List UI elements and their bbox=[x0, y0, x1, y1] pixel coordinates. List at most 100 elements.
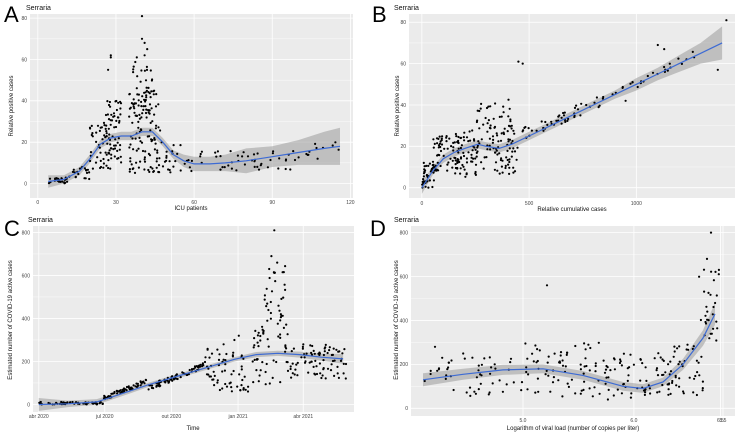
data-point bbox=[110, 392, 113, 395]
data-point bbox=[152, 170, 155, 173]
data-point bbox=[109, 143, 112, 146]
data-point bbox=[186, 373, 189, 376]
data-point bbox=[219, 155, 222, 158]
data-point bbox=[266, 338, 269, 341]
data-point bbox=[269, 311, 272, 315]
data-point bbox=[454, 163, 457, 166]
panel-d-xtick: 5.0 bbox=[520, 418, 527, 424]
data-point bbox=[472, 157, 475, 160]
data-point bbox=[107, 103, 111, 107]
data-point bbox=[512, 381, 515, 384]
data-point bbox=[329, 369, 333, 372]
data-point bbox=[477, 140, 480, 143]
data-point bbox=[133, 107, 136, 110]
data-point bbox=[656, 374, 660, 377]
panel-d-y-axis-label: Estimated number of COVID-19 active case… bbox=[394, 260, 400, 379]
data-point bbox=[536, 377, 540, 380]
data-point bbox=[192, 367, 195, 370]
data-point bbox=[277, 335, 280, 338]
panel-c-title: Serraria bbox=[28, 217, 53, 224]
data-point bbox=[432, 146, 435, 149]
data-point bbox=[673, 350, 676, 353]
data-point bbox=[445, 140, 448, 143]
data-point bbox=[77, 172, 80, 176]
data-point bbox=[257, 380, 260, 383]
data-point bbox=[131, 121, 134, 124]
data-point bbox=[489, 148, 492, 151]
data-point bbox=[455, 135, 458, 138]
data-point bbox=[330, 363, 333, 366]
data-point bbox=[141, 112, 144, 115]
data-point bbox=[166, 379, 169, 382]
data-point bbox=[605, 376, 608, 379]
data-point bbox=[153, 138, 156, 141]
data-point bbox=[324, 377, 327, 380]
data-point bbox=[261, 361, 264, 364]
data-point bbox=[509, 120, 512, 123]
data-point bbox=[179, 169, 182, 172]
data-point bbox=[714, 301, 717, 305]
panel-d-ytick: 0 bbox=[405, 406, 408, 412]
data-point bbox=[310, 351, 313, 354]
data-point bbox=[336, 372, 339, 375]
data-point bbox=[644, 366, 647, 369]
data-point bbox=[561, 359, 564, 362]
data-point bbox=[432, 179, 435, 182]
data-point bbox=[441, 356, 444, 359]
data-point bbox=[336, 365, 339, 368]
data-point bbox=[432, 171, 435, 174]
data-point bbox=[343, 348, 346, 351]
data-point bbox=[159, 129, 162, 132]
panel-a-title: Serraria bbox=[26, 5, 51, 12]
data-point bbox=[619, 358, 622, 361]
data-point bbox=[119, 113, 122, 116]
data-point bbox=[321, 374, 324, 377]
data-point bbox=[447, 361, 450, 364]
data-point bbox=[108, 149, 111, 152]
data-point bbox=[72, 168, 75, 171]
data-point bbox=[632, 363, 636, 366]
data-point bbox=[140, 128, 143, 132]
data-point bbox=[545, 369, 548, 372]
data-point bbox=[155, 93, 158, 96]
data-point bbox=[341, 352, 344, 355]
data-point bbox=[259, 164, 262, 167]
data-point bbox=[701, 389, 704, 392]
panel-b-plot-area bbox=[409, 14, 735, 198]
data-point bbox=[102, 162, 105, 165]
data-point bbox=[502, 132, 506, 136]
data-point bbox=[151, 78, 154, 81]
data-point bbox=[259, 334, 262, 338]
data-point bbox=[423, 379, 426, 383]
data-point bbox=[148, 170, 151, 173]
data-point bbox=[506, 149, 509, 152]
data-point bbox=[59, 180, 62, 183]
data-point bbox=[604, 382, 607, 385]
data-point bbox=[527, 127, 530, 130]
panel-d-letter: D bbox=[370, 216, 386, 241]
data-point bbox=[667, 388, 670, 391]
data-point bbox=[284, 288, 287, 291]
data-point bbox=[141, 95, 144, 98]
data-point bbox=[715, 294, 718, 297]
data-point bbox=[627, 374, 630, 377]
panel-c-ytick: 200 bbox=[22, 359, 31, 365]
data-point bbox=[540, 120, 543, 123]
data-point bbox=[677, 363, 680, 366]
data-point bbox=[471, 129, 474, 132]
data-point bbox=[693, 377, 696, 380]
data-point bbox=[431, 185, 434, 189]
data-point bbox=[71, 400, 74, 404]
data-point bbox=[284, 167, 287, 171]
data-point bbox=[112, 112, 116, 115]
data-point bbox=[672, 355, 675, 358]
data-point bbox=[280, 314, 283, 317]
data-point bbox=[176, 152, 179, 155]
data-point bbox=[140, 37, 144, 40]
data-point bbox=[289, 365, 292, 368]
data-point bbox=[538, 349, 541, 352]
data-point bbox=[584, 348, 587, 351]
panel-a-xtick: 90 bbox=[269, 200, 275, 206]
panel-d: D Serraria 5.0 5.5 6.0 6.5 0 200 400 600… bbox=[370, 216, 735, 432]
data-point bbox=[233, 338, 236, 342]
